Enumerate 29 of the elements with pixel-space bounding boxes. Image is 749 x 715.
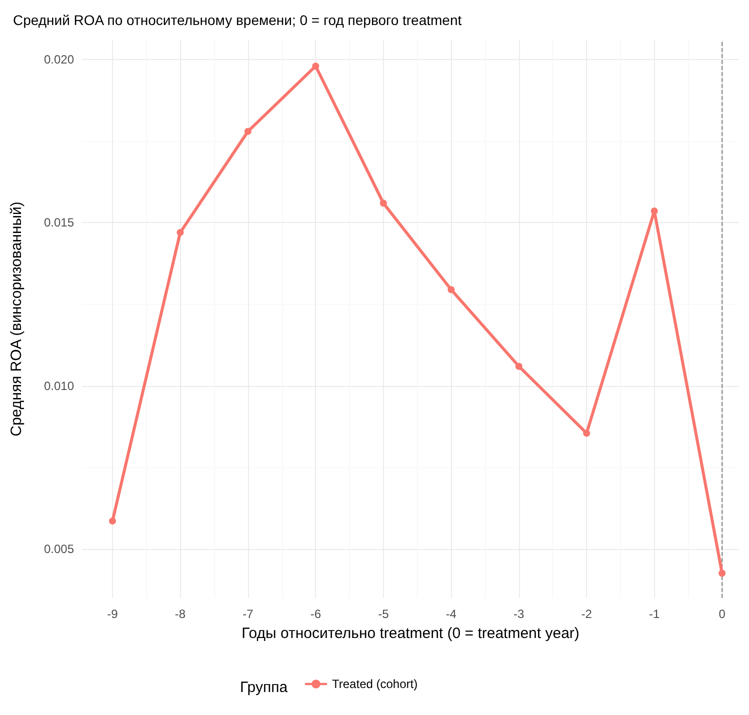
x-tick-label: -7 bbox=[242, 607, 254, 621]
point bbox=[108, 517, 116, 524]
x-axis-title: Годы относительно treatment (0 = treatment year) bbox=[242, 625, 580, 642]
point bbox=[448, 286, 455, 294]
y-tick-label: 0.020 bbox=[44, 52, 74, 67]
x-tick-label: -4 bbox=[446, 607, 457, 621]
point bbox=[583, 430, 590, 437]
point bbox=[650, 207, 658, 214]
x-tick-label: -6 bbox=[310, 607, 322, 621]
x-tick-label: -2 bbox=[581, 607, 592, 621]
legend-title: Группа bbox=[240, 679, 288, 696]
y-tick-label: 0.010 bbox=[44, 378, 74, 393]
y-tick-label: 0.015 bbox=[44, 216, 74, 230]
point bbox=[244, 128, 252, 135]
point bbox=[718, 570, 726, 577]
point bbox=[312, 62, 320, 70]
point bbox=[515, 362, 522, 370]
y-tick-label: 0.005 bbox=[44, 542, 74, 556]
y-axis-title: Средняя ROA (винсоризованный) bbox=[8, 202, 25, 436]
x-tick-label: -3 bbox=[514, 607, 525, 621]
x-tick-label: -8 bbox=[174, 607, 186, 621]
legend-label: Treated (cohort) bbox=[332, 677, 418, 691]
chart-title: Средний ROA по относительному времени; 0 = год первого treatment bbox=[13, 12, 462, 28]
x-tick-label: 0 bbox=[718, 607, 726, 621]
point bbox=[380, 200, 387, 207]
point bbox=[176, 229, 184, 236]
x-tick-label: -5 bbox=[378, 607, 390, 621]
x-tick-label: -1 bbox=[649, 607, 660, 621]
x-tick-label: -9 bbox=[107, 607, 118, 621]
